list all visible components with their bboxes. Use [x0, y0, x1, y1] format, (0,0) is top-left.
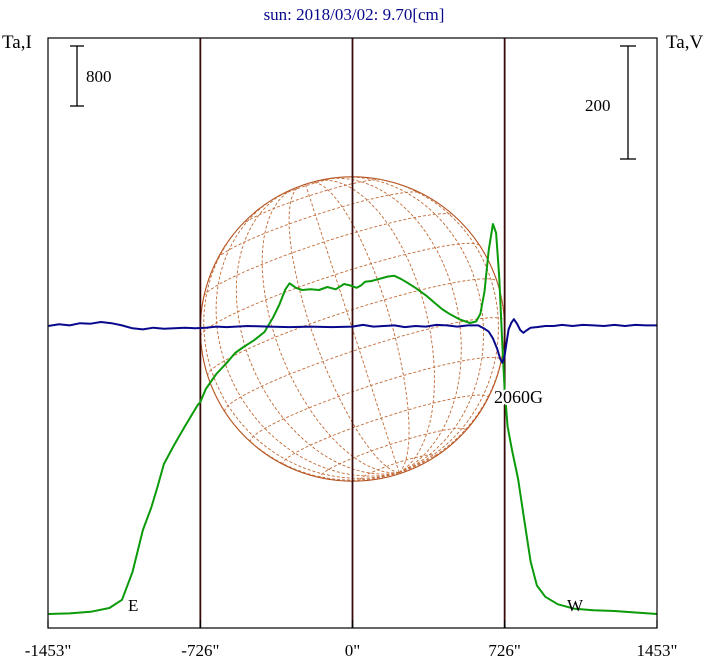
longitude-line: [215, 198, 400, 477]
longitude-line: [373, 177, 499, 474]
x-axis: -1453" -726" 0" 726" 1453": [25, 620, 678, 660]
latitude-line: [320, 427, 466, 479]
longitude-line: [203, 219, 400, 479]
x-tick-label: -1453": [25, 641, 72, 660]
longitude-line: [316, 179, 435, 473]
x-tick-label: -726": [181, 641, 219, 660]
longitude-line: [288, 186, 400, 474]
left-scale-bar: 800: [70, 45, 112, 107]
latitude-line: [241, 179, 382, 226]
east-limb-label: E: [128, 596, 138, 615]
x-tick-label: 0": [345, 641, 360, 660]
right-scale-bar: 200: [585, 45, 636, 160]
x-tick-label: 1453": [637, 641, 678, 660]
chart-title: sun: 2018/03/02: 9.70[cm]: [264, 5, 445, 24]
longitude-line: [305, 184, 400, 473]
left-scale-bar-label: 800: [86, 67, 112, 86]
solar-disk: [199, 176, 506, 482]
limb-markers: [199, 38, 506, 628]
latitude-line: [359, 454, 436, 482]
longitude-line: [327, 177, 462, 473]
west-limb-label: W: [567, 596, 584, 615]
field-annotation: 2060G: [494, 387, 543, 407]
longitude-line: [261, 187, 400, 474]
x-tick-label: 726": [488, 641, 520, 660]
longitude-line: [339, 176, 484, 474]
data-series: [47, 223, 658, 615]
right-scale-bar-label: 200: [585, 96, 611, 115]
longitude-line: [311, 181, 410, 473]
left-axis-label: Ta,I: [2, 32, 32, 53]
right-axis-label: Ta,V: [666, 32, 703, 53]
polarization-series-line: [47, 318, 657, 364]
intensity-series-line: [47, 223, 658, 615]
longitude-line: [235, 192, 400, 475]
